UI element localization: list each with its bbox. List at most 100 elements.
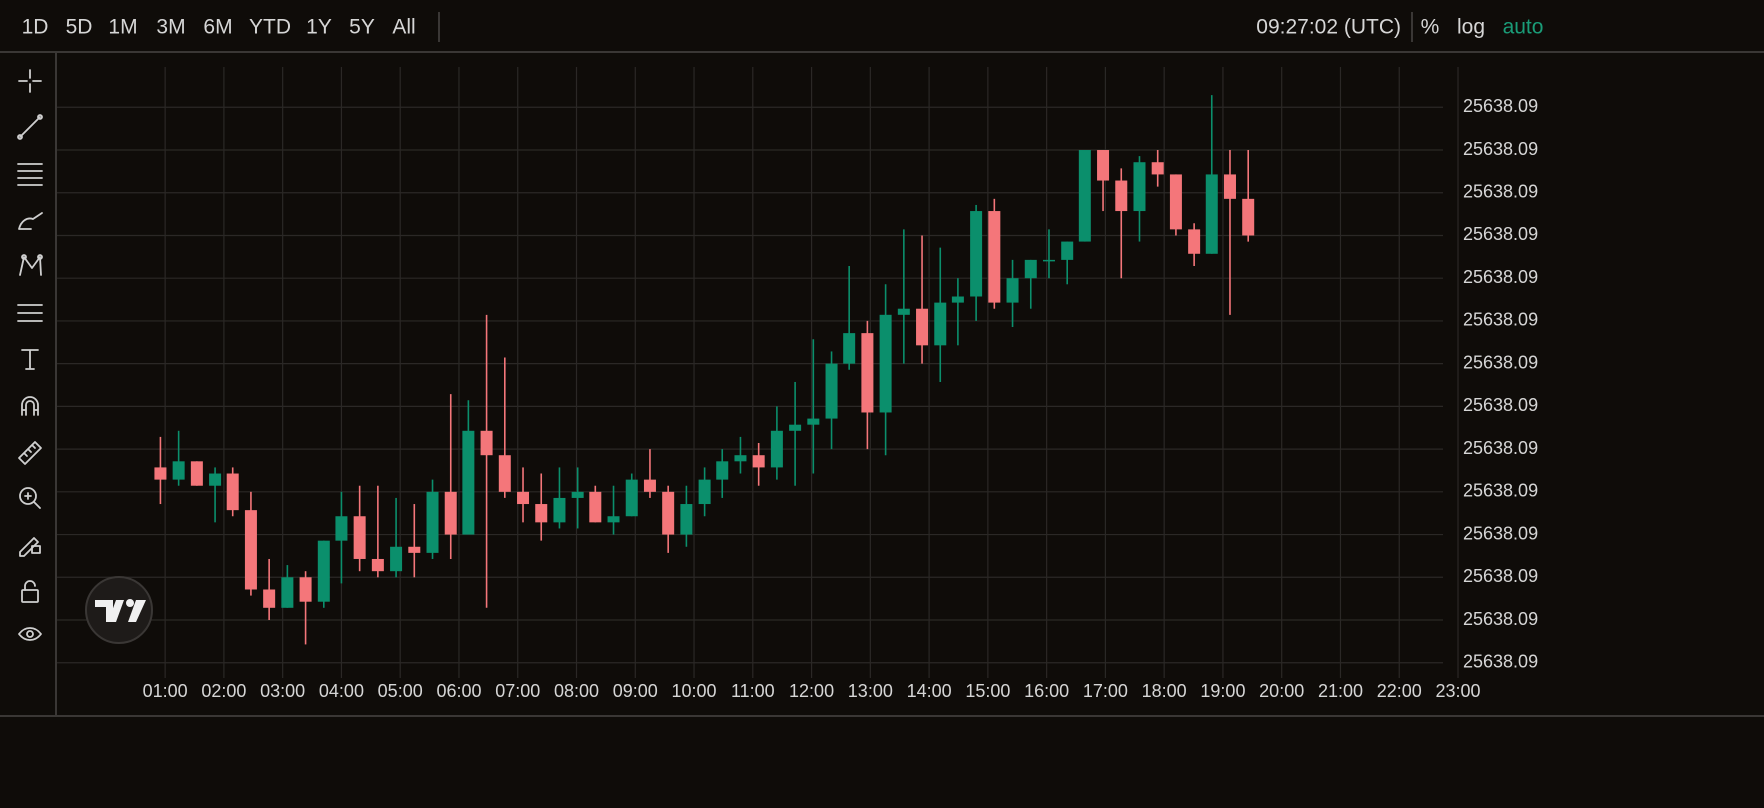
ruler-tool[interactable] xyxy=(18,441,42,465)
x-tick-label: 05:00 xyxy=(378,681,423,701)
x-tick-label: 20:00 xyxy=(1259,681,1304,701)
candle-body xyxy=(1188,229,1201,254)
candle-body xyxy=(190,461,203,486)
candle-body xyxy=(317,540,330,602)
lock-tool[interactable] xyxy=(21,580,39,603)
x-tick-label: 13:00 xyxy=(848,681,893,701)
x-tick-label: 10:00 xyxy=(672,681,717,701)
candle-body xyxy=(934,302,947,346)
candle-body xyxy=(662,491,675,535)
visibility-tool[interactable] xyxy=(18,627,42,641)
candle-body xyxy=(226,473,239,511)
candle-body xyxy=(462,430,475,535)
range-button[interactable]: All xyxy=(392,16,415,39)
x-tick-label: 06:00 xyxy=(436,681,481,701)
candle-body xyxy=(1061,241,1074,260)
range-button[interactable]: 5D xyxy=(66,16,93,39)
y-tick-label: 25638.09 xyxy=(1463,96,1538,116)
candle-body xyxy=(553,497,566,523)
candle-body xyxy=(607,516,620,523)
text-tool[interactable] xyxy=(21,349,39,370)
candle-body xyxy=(879,314,892,413)
candle-body xyxy=(625,479,638,517)
candle-body xyxy=(789,424,802,431)
x-tick-label: 09:00 xyxy=(613,681,658,701)
candle-body xyxy=(408,546,421,553)
candle-body xyxy=(1006,278,1019,303)
candle-body xyxy=(426,491,439,553)
percent-toggle[interactable]: % xyxy=(1421,16,1440,39)
y-tick-label: 25638.09 xyxy=(1463,481,1538,501)
range-button[interactable]: YTD xyxy=(249,16,291,39)
log-toggle[interactable]: log xyxy=(1457,16,1485,39)
x-tick-label: 19:00 xyxy=(1200,681,1245,701)
x-tick-label: 14:00 xyxy=(907,681,952,701)
logo-mark xyxy=(128,600,146,622)
candle-body xyxy=(1223,174,1236,199)
candle-body xyxy=(517,491,530,505)
y-tick-label: 25638.09 xyxy=(1463,267,1538,287)
logo xyxy=(85,576,153,644)
pattern-tool[interactable] xyxy=(19,254,43,276)
candle-body xyxy=(770,430,783,468)
range-button[interactable]: 6M xyxy=(203,16,232,39)
clock: 09:27:02 (UTC) xyxy=(1256,16,1401,39)
candle-body xyxy=(244,510,257,590)
candle-body xyxy=(825,363,838,419)
candle-body xyxy=(1151,162,1164,175)
prediction-tool[interactable] xyxy=(17,304,43,322)
candle-body xyxy=(371,558,384,572)
candle-body xyxy=(172,461,185,480)
y-tick-label: 25638.09 xyxy=(1463,566,1538,586)
candle-body xyxy=(1042,259,1055,262)
range-button[interactable]: 1D xyxy=(22,16,49,39)
candle-body xyxy=(154,467,167,480)
x-tick-label: 16:00 xyxy=(1024,681,1069,701)
y-tick-label: 25638.09 xyxy=(1463,310,1538,330)
y-tick-label: 25638.09 xyxy=(1463,523,1538,543)
candle-body xyxy=(263,589,276,608)
candle-body xyxy=(444,491,457,535)
y-tick-label: 25638.09 xyxy=(1463,224,1538,244)
candle-body xyxy=(1133,162,1146,212)
candle-body xyxy=(1097,150,1110,181)
x-tick-label: 02:00 xyxy=(201,681,246,701)
magnet-tool[interactable] xyxy=(21,396,39,416)
y-tick-label: 25638.09 xyxy=(1463,352,1538,372)
candle-body xyxy=(698,479,711,505)
candle-body xyxy=(643,479,656,492)
candle-body xyxy=(680,504,693,535)
fib-tool[interactable] xyxy=(17,163,43,186)
range-button[interactable]: 1Y xyxy=(306,16,332,39)
candle-body xyxy=(861,333,874,413)
candle-body xyxy=(480,430,493,456)
range-button[interactable]: 5Y xyxy=(349,16,375,39)
y-tick-label: 25638.09 xyxy=(1463,139,1538,159)
crosshair-tool[interactable] xyxy=(18,69,42,93)
x-tick-label: 12:00 xyxy=(789,681,834,701)
x-tick-label: 23:00 xyxy=(1435,681,1480,701)
y-tick-label: 25638.09 xyxy=(1463,438,1538,458)
plot-area: 25638.09 25638.09 25638.09 25638.09 25638.09… xyxy=(57,67,1538,701)
candle-body xyxy=(1205,174,1218,254)
auto-toggle[interactable]: auto xyxy=(1503,16,1544,39)
brush-tool[interactable] xyxy=(18,212,43,230)
x-tick-label: 08:00 xyxy=(554,681,599,701)
range-button[interactable]: 3M xyxy=(156,16,185,39)
candle-body xyxy=(916,308,929,346)
x-tick-label: 21:00 xyxy=(1318,681,1363,701)
x-tick-label: 01:00 xyxy=(143,681,188,701)
candle-body xyxy=(988,211,1001,303)
candle-body xyxy=(498,455,511,492)
candle-body xyxy=(589,491,602,523)
zoom-tool[interactable] xyxy=(19,487,41,509)
lock-drawing-tool[interactable] xyxy=(19,537,41,557)
trend-line-tool[interactable] xyxy=(17,114,43,140)
x-tick-label: 04:00 xyxy=(319,681,364,701)
candle-body xyxy=(209,473,222,486)
candle-body xyxy=(281,577,294,608)
candle-body xyxy=(1024,259,1037,279)
range-button[interactable]: 1M xyxy=(108,16,137,39)
